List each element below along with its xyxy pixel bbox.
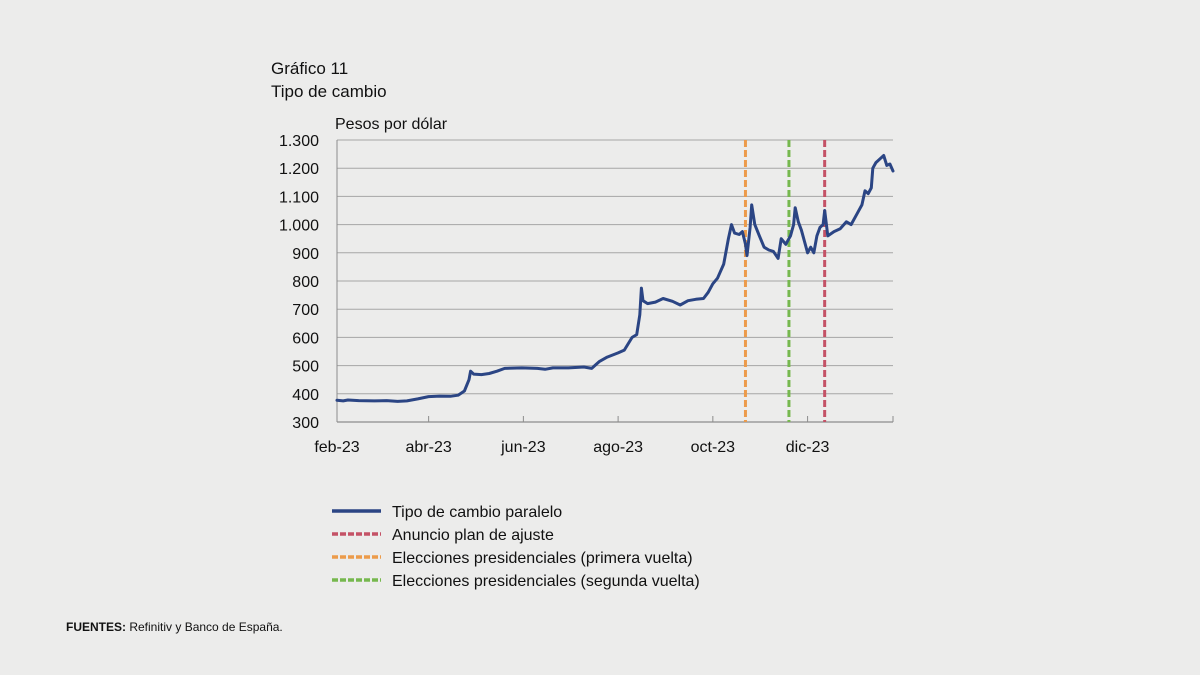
- sources-text: Refinitiv y Banco de España.: [129, 620, 283, 634]
- sources-note: FUENTES: Refinitiv y Banco de España.: [66, 620, 283, 634]
- x-tick-label: abr-23: [406, 439, 452, 456]
- event-lines: [743, 140, 827, 422]
- y-tick-label: 600: [292, 330, 319, 347]
- y-tick-label: 1.300: [279, 133, 319, 150]
- x-tick-label: dic-23: [786, 439, 830, 456]
- x-tick-label: ago-23: [593, 439, 643, 456]
- y-axis-label: Pesos por dólar: [335, 116, 448, 133]
- sources-label: FUENTES:: [66, 620, 126, 634]
- y-tick-label: 900: [292, 246, 319, 263]
- y-tick-label: 800: [292, 274, 319, 291]
- y-tick-label: 400: [292, 387, 319, 404]
- chart: Gráfico 11 Tipo de cambio Pesos por dóla…: [271, 59, 895, 590]
- y-tick-label: 500: [292, 359, 319, 376]
- legend-entry: Anuncio plan de ajuste: [392, 527, 554, 544]
- y-tick-labels: 300 400 500 600 700 800 900 1.000 1.100 1.200 1.30…: [279, 133, 319, 432]
- legend-entry: Elecciones presidenciales (segunda vuelt…: [392, 573, 700, 590]
- chart-subtitle: Tipo de cambio: [271, 82, 387, 101]
- legend-entry: Elecciones presidenciales (primera vuelt…: [392, 550, 693, 567]
- legend: Tipo de cambio paralelo Anuncio plan de a…: [332, 504, 700, 590]
- y-tick-label: 1.200: [279, 161, 319, 178]
- y-tick-label: 1.000: [279, 218, 319, 235]
- x-tick-labels: feb-23 abr-23 jun-23 ago-23 oct-23 dic-23: [314, 439, 829, 456]
- y-tick-label: 700: [292, 302, 319, 319]
- chart-title: Gráfico 11: [271, 59, 348, 78]
- series-lines: [335, 154, 895, 403]
- series-line-tipo-de-cambio: [335, 154, 895, 403]
- x-tick-label: oct-23: [691, 439, 736, 456]
- x-tick-label: feb-23: [314, 439, 359, 456]
- y-tick-label: 300: [292, 415, 319, 432]
- legend-entry: Tipo de cambio paralelo: [392, 504, 562, 521]
- axes: [336, 140, 894, 423]
- x-tick-label: jun-23: [500, 439, 546, 456]
- y-tick-label: 1.100: [279, 189, 319, 206]
- grid: [337, 139, 893, 395]
